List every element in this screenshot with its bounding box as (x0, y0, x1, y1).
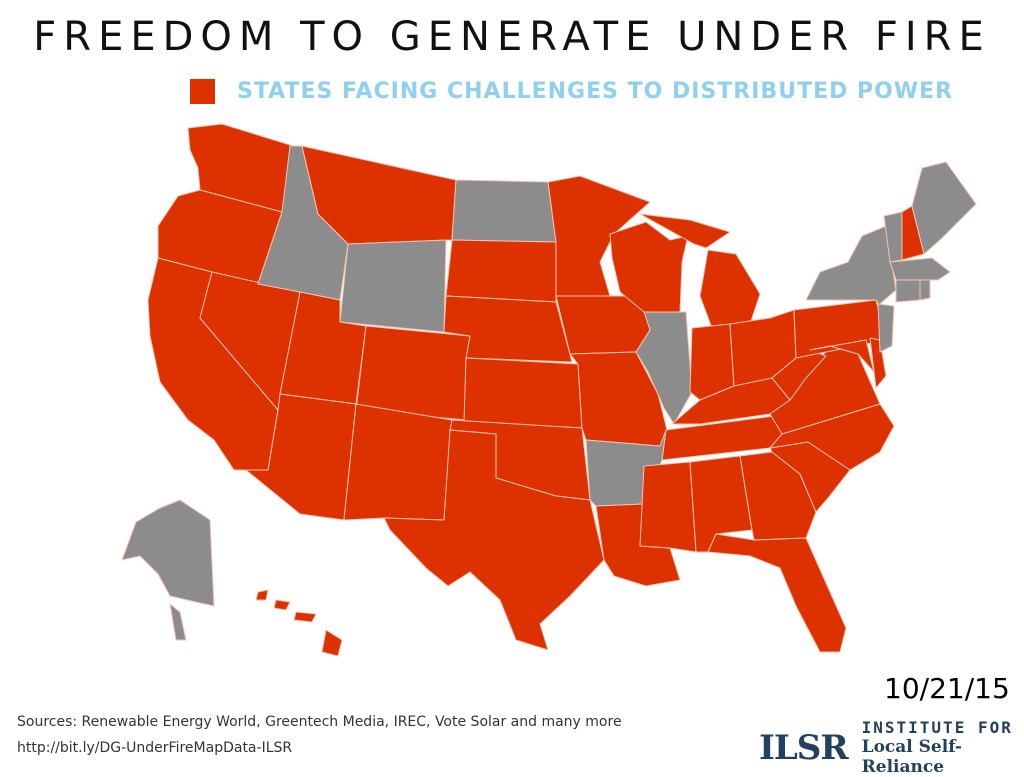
state-colorado (355, 325, 471, 421)
state-maryland (809, 339, 875, 373)
state-minnesota (547, 175, 651, 297)
state-delaware (869, 337, 887, 389)
legend-swatch (190, 78, 215, 104)
state-hawaii (255, 589, 343, 657)
state-illinois (635, 311, 693, 425)
state-new-mexico (343, 403, 453, 521)
data-link[interactable]: http://bit.ly/DG-UnderFireMapData-ILSR (17, 740, 293, 756)
state-north-dakota (451, 179, 557, 243)
state-texas (383, 429, 605, 651)
state-new-york (805, 225, 897, 305)
ilsr-logo: ILSR INSTITUTE FOR Local Self-Reliance (759, 718, 1024, 777)
state-rhode-island (919, 279, 931, 301)
map-date: 10/21/15 (884, 672, 1010, 705)
state-massachusetts (889, 257, 951, 281)
legend-label: STATES FACING CHALLENGES TO DISTRIBUTED … (237, 78, 954, 104)
state-new-jersey (877, 303, 895, 353)
state-florida (707, 533, 847, 653)
state-south-dakota (445, 239, 557, 303)
state-wyoming (339, 239, 447, 333)
state-connecticut (895, 279, 921, 303)
logo-line-2: Local Self-Reliance (861, 737, 962, 777)
state-mississippi (639, 461, 697, 553)
state-kansas (463, 357, 583, 429)
state-alaska (121, 499, 215, 641)
logo-line-1: INSTITUTE FOR (861, 718, 1013, 737)
map-legend: STATES FACING CHALLENGES TO DISTRIBUTED … (190, 78, 953, 104)
sources-text: Sources: Renewable Energy World, Greente… (17, 714, 622, 730)
logo-mark: ILSR (759, 727, 849, 768)
state-wisconsin (609, 221, 689, 313)
map-title: FREEDOM TO GENERATE UNDER FIRE (33, 14, 991, 60)
state-maine (911, 161, 977, 255)
